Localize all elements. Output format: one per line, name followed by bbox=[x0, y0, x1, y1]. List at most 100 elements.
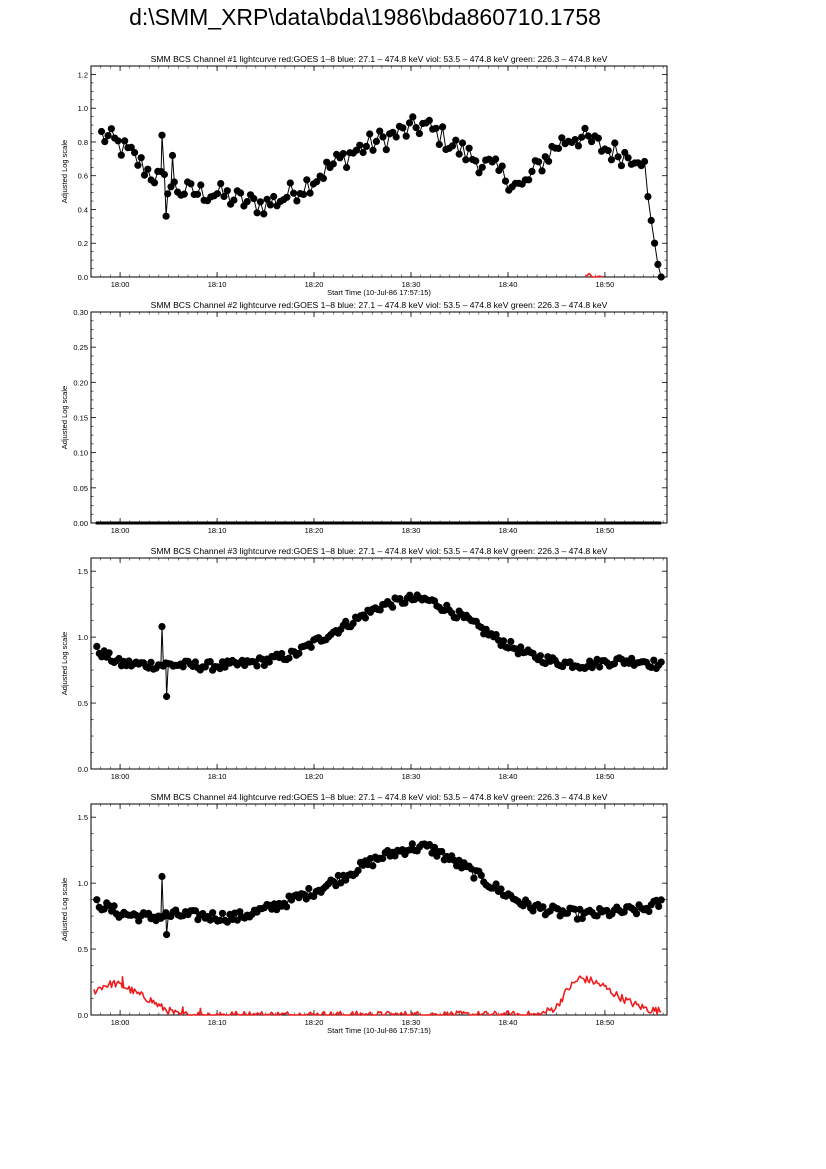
data-point bbox=[319, 174, 327, 182]
x-tick-label: 18:00 bbox=[111, 772, 130, 781]
y-tick-label: 0.0 bbox=[78, 1011, 88, 1020]
data-point bbox=[104, 132, 112, 140]
plot-frame bbox=[90, 803, 668, 1016]
data-point bbox=[499, 637, 508, 645]
data-point bbox=[641, 157, 649, 166]
x-tick-label: 18:40 bbox=[499, 526, 518, 535]
series-data bbox=[97, 113, 665, 281]
data-point bbox=[290, 189, 298, 197]
chart-title: SMM BCS Channel #2 lightcurve red:GOES 1… bbox=[151, 300, 608, 310]
y-tick-label: 0.5 bbox=[78, 699, 88, 708]
x-tick-label: 18:30 bbox=[402, 526, 421, 535]
data-point bbox=[452, 136, 460, 144]
data-point bbox=[392, 133, 400, 141]
data-point bbox=[617, 162, 626, 170]
data-point bbox=[295, 649, 303, 658]
data-point bbox=[334, 871, 342, 880]
series-data bbox=[93, 840, 665, 939]
y-tick-label: 0.15 bbox=[73, 414, 88, 423]
data-point bbox=[439, 123, 447, 131]
data-point bbox=[517, 643, 525, 651]
data-point bbox=[657, 273, 665, 281]
data-point bbox=[216, 916, 224, 925]
data-point bbox=[237, 189, 245, 197]
plot-frame bbox=[90, 65, 668, 278]
x-axis-label: Start Time (10-Jul-86 17:57:15) bbox=[327, 288, 431, 297]
data-point bbox=[465, 144, 473, 152]
data-point bbox=[415, 130, 423, 138]
x-tick-label: 18:30 bbox=[402, 772, 421, 781]
data-point bbox=[624, 154, 632, 162]
data-point bbox=[650, 656, 658, 664]
data-point bbox=[435, 140, 443, 149]
data-point bbox=[144, 165, 152, 173]
data-point bbox=[425, 116, 433, 124]
y-tick-label: 0.4 bbox=[78, 205, 88, 214]
x-tick-label: 18:30 bbox=[402, 1018, 421, 1027]
chart-panel-3: SMM BCS Channel #3 lightcurve red:GOES 1… bbox=[60, 546, 668, 781]
data-point bbox=[492, 631, 500, 639]
data-point bbox=[475, 169, 483, 177]
data-point bbox=[168, 151, 177, 160]
data-point bbox=[258, 655, 266, 663]
data-point bbox=[529, 907, 537, 915]
data-point bbox=[651, 239, 659, 247]
data-point bbox=[299, 190, 308, 198]
data-point bbox=[206, 658, 214, 666]
y-tick-label: 1.0 bbox=[78, 104, 88, 113]
data-point bbox=[278, 650, 286, 658]
data-point bbox=[477, 871, 485, 880]
data-point bbox=[498, 162, 506, 170]
data-point bbox=[158, 131, 166, 139]
data-point bbox=[163, 692, 171, 701]
data-point bbox=[213, 190, 221, 198]
data-point bbox=[462, 156, 470, 164]
data-point bbox=[93, 642, 101, 651]
y-axis-label: Adjusted Log scale bbox=[60, 878, 69, 941]
data-point bbox=[588, 138, 596, 146]
data-point bbox=[307, 643, 315, 651]
y-axis-label: Adjusted Log scale bbox=[60, 386, 69, 449]
series-data bbox=[93, 591, 665, 701]
page-title: d:\SMM_XRP\data\bda\1986\bda860710.1758 bbox=[129, 4, 601, 30]
y-tick-label: 0.8 bbox=[78, 138, 88, 147]
x-tick-label: 18:10 bbox=[208, 526, 227, 535]
data-point bbox=[179, 663, 187, 671]
data-point bbox=[611, 139, 619, 147]
y-tick-label: 0.00 bbox=[73, 519, 88, 528]
data-point bbox=[558, 134, 566, 142]
data-point bbox=[339, 150, 347, 158]
data-point bbox=[329, 160, 337, 168]
data-point bbox=[578, 914, 586, 923]
x-tick-label: 18:00 bbox=[111, 526, 130, 535]
data-point bbox=[305, 884, 313, 893]
data-point bbox=[655, 902, 663, 911]
y-tick-label: 0.6 bbox=[78, 172, 88, 181]
data-point bbox=[127, 143, 135, 151]
data-point bbox=[131, 149, 139, 157]
data-point bbox=[539, 903, 547, 911]
x-tick-label: 18:10 bbox=[208, 772, 227, 781]
data-point bbox=[266, 201, 274, 209]
data-point bbox=[607, 156, 616, 164]
series-line bbox=[93, 975, 662, 1016]
data-point bbox=[286, 179, 294, 187]
data-point bbox=[399, 124, 407, 132]
data-point bbox=[343, 163, 351, 172]
y-tick-label: 1.0 bbox=[78, 633, 88, 642]
data-point bbox=[218, 909, 227, 917]
data-point bbox=[645, 907, 653, 916]
data-point bbox=[614, 153, 622, 161]
y-tick-label: 0.20 bbox=[73, 378, 88, 387]
data-point bbox=[472, 157, 480, 165]
data-point bbox=[197, 181, 205, 189]
data-point bbox=[501, 177, 510, 185]
data-point bbox=[584, 132, 592, 140]
data-point bbox=[430, 843, 439, 852]
data-point bbox=[536, 652, 545, 660]
x-tick-label: 18:20 bbox=[305, 280, 324, 289]
data-point bbox=[438, 847, 446, 856]
data-point bbox=[644, 193, 652, 201]
data-point bbox=[545, 157, 553, 165]
data-point bbox=[253, 209, 261, 217]
